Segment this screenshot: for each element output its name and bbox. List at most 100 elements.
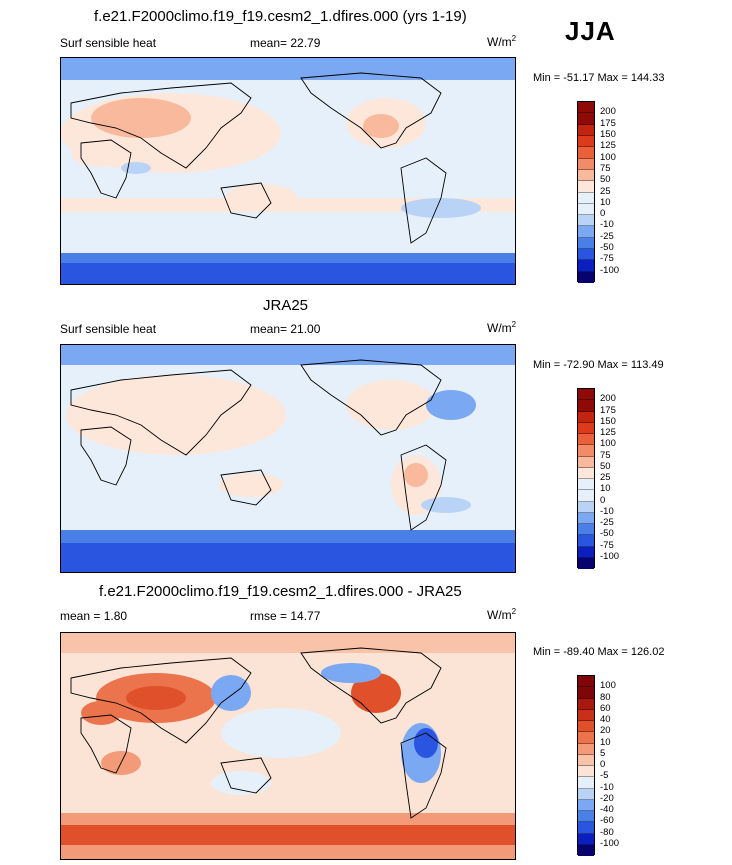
- colorbar-tick-label: -100: [600, 837, 620, 849]
- colorbar-tick-label: 100: [600, 680, 616, 692]
- colorbar-box: [578, 698, 594, 710]
- colorbar-box: [578, 422, 594, 434]
- panel-2-mean-label: mean= 21.00: [250, 322, 321, 336]
- colorbar-tick-label: 200: [600, 106, 616, 118]
- colorbar-box: [578, 271, 594, 283]
- colorbar-box: [578, 169, 594, 182]
- colorbar-box: [578, 524, 594, 536]
- colorbar-tick-label: -75: [600, 539, 614, 551]
- colorbar-box: [578, 467, 594, 479]
- colorbar-box: [578, 766, 594, 778]
- panel-1-minmax: Min = -51.17 Max = 144.33: [533, 72, 665, 84]
- colorbar-box: [578, 512, 594, 524]
- colorbar-tick-label: 175: [600, 404, 616, 416]
- colorbar-tick-label: -5: [600, 770, 609, 782]
- colorbar-tick-label: -100: [600, 550, 620, 562]
- colorbar-box: [578, 147, 594, 159]
- colorbar-box: [578, 709, 594, 721]
- colorbar-tick-label: 125: [600, 140, 616, 152]
- colorbar-box: [578, 249, 594, 261]
- colorbar-tick-label: 50: [600, 174, 611, 186]
- colorbar-tick-label: 75: [600, 449, 611, 461]
- colorbar-tick-label: 10: [600, 483, 611, 495]
- panel-1-title: f.e21.F2000climo.f19_f19.cesm2_1.dfires.…: [94, 8, 467, 25]
- colorbar-tick-label: -10: [600, 781, 614, 793]
- colorbar-box: [578, 389, 594, 401]
- colorbar-tick-label: 10: [600, 196, 611, 208]
- colorbar-tick-label: -10: [600, 505, 614, 517]
- colorbar-box: [578, 732, 594, 744]
- colorbar-box: [578, 135, 594, 148]
- colorbar-tick-label: 200: [600, 393, 616, 405]
- colorbar-tick-label: -50: [600, 242, 614, 254]
- colorbar-tick-label: -80: [600, 826, 614, 838]
- colorbar-tick-label: 60: [600, 702, 611, 714]
- panel-3-mean-label: mean = 1.80: [60, 609, 128, 623]
- colorbar-box: [578, 687, 594, 699]
- panel-2-map: [60, 344, 516, 573]
- colorbar-box: [578, 501, 594, 513]
- colorbar-box: [578, 203, 594, 216]
- panel-2-title: JRA25: [263, 297, 309, 314]
- colorbar-tick-label: 0: [600, 494, 606, 506]
- colorbar-box: [578, 811, 594, 823]
- panel-2-units: W/m2: [487, 320, 517, 335]
- colorbar-box: [578, 102, 594, 114]
- colorbar-tick-label: 25: [600, 472, 611, 483]
- colorbar-tick-label: 50: [600, 460, 611, 472]
- colorbar-box: [578, 237, 594, 250]
- colorbar-box: [578, 799, 594, 811]
- colorbar-box: [578, 260, 594, 272]
- colorbar-tick-label: 0: [600, 759, 606, 770]
- colorbar-tick-label: 20: [600, 725, 611, 737]
- colorbar-box: [578, 158, 594, 170]
- panel-2-colorbar: [577, 388, 595, 569]
- colorbar-tick-label: -75: [600, 253, 614, 265]
- colorbar-tick-label: 0: [600, 208, 606, 220]
- colorbar-box: [578, 833, 594, 845]
- colorbar-tick-label: 80: [600, 691, 611, 703]
- colorbar-tick-label: 150: [600, 128, 616, 140]
- panel-2-variable-label: Surf sensible heat: [60, 322, 157, 336]
- panel-1-units: W/m2: [487, 34, 517, 49]
- colorbar-tick-label: 10: [600, 736, 611, 748]
- panel-3-title: f.e21.F2000climo.f19_f19.cesm2_1.dfires.…: [99, 583, 462, 600]
- colorbar-box: [578, 400, 594, 412]
- colorbar-tick-label: 100: [600, 151, 616, 163]
- colorbar-tick-label: 75: [600, 162, 611, 174]
- colorbar-box: [578, 721, 594, 733]
- panel-1-map: [60, 57, 516, 285]
- colorbar-box: [578, 822, 594, 834]
- panel-2-map-svg: [61, 345, 515, 572]
- colorbar-box: [578, 788, 594, 800]
- colorbar-tick-label: -60: [600, 815, 614, 827]
- panel-3-map: [60, 632, 516, 860]
- colorbar-box: [578, 479, 594, 491]
- colorbar-tick-label: -40: [600, 804, 614, 815]
- colorbar-box: [578, 546, 594, 558]
- colorbar-tick-label: -10: [600, 219, 614, 231]
- panel-1-colorbar: [577, 101, 595, 283]
- colorbar-tick-label: -20: [600, 792, 614, 804]
- colorbar-box: [578, 676, 594, 688]
- colorbar-box: [578, 754, 594, 766]
- colorbar-tick-label: 125: [600, 427, 616, 438]
- panel-1-variable-label: Surf sensible heat: [60, 36, 157, 50]
- colorbar-tick-label: 175: [600, 117, 616, 129]
- colorbar-tick-label: -25: [600, 517, 614, 528]
- colorbar-box: [578, 535, 594, 547]
- colorbar-box: [578, 445, 594, 457]
- panel-3-units: W/m2: [487, 607, 517, 622]
- colorbar-box: [578, 557, 594, 569]
- colorbar-tick-label: 150: [600, 415, 616, 427]
- panel-2-minmax: Min = -72.90 Max = 113.49: [533, 359, 664, 371]
- colorbar-tick-label: -50: [600, 528, 614, 540]
- colorbar-box: [578, 743, 594, 755]
- colorbar-tick-label: 40: [600, 714, 611, 725]
- season-label: JJA: [565, 16, 616, 46]
- colorbar-tick-label: -100: [600, 264, 620, 276]
- colorbar-box: [578, 124, 594, 136]
- colorbar-box: [578, 192, 594, 204]
- panel-3-colorbar: [577, 675, 595, 856]
- panel-3-minmax: Min = -89.40 Max = 126.02: [533, 646, 665, 658]
